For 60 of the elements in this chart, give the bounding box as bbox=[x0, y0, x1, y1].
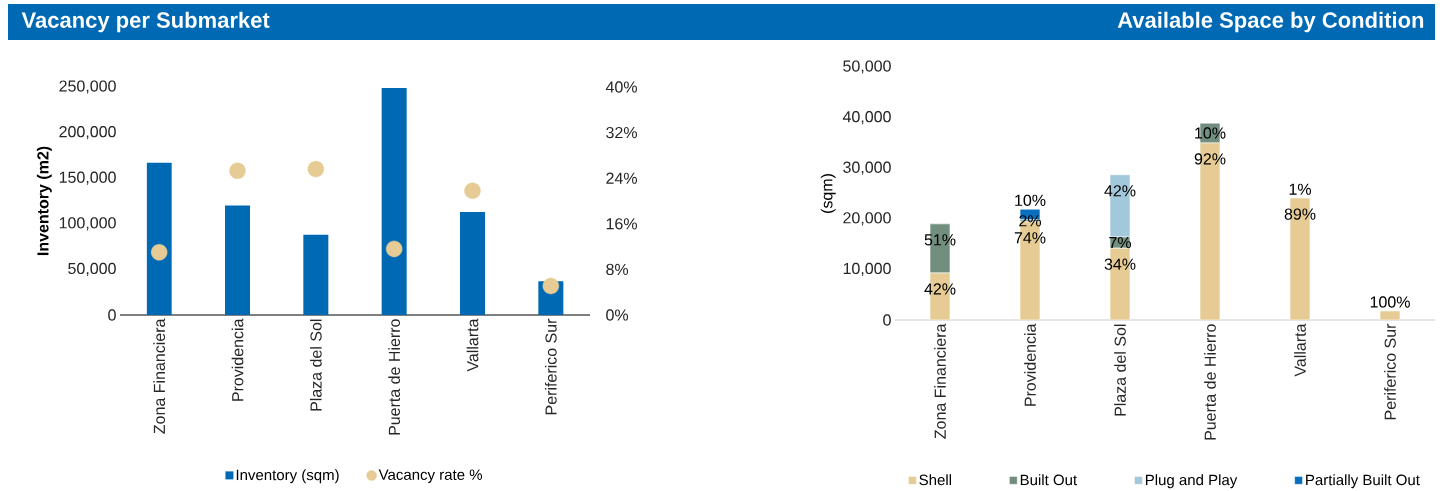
y2-tick-label: 8% bbox=[606, 263, 629, 276]
x-tick-label: Plaza del Sol bbox=[309, 319, 322, 411]
annotation: 10% bbox=[1015, 194, 1046, 206]
x-tick-label: Puerta de Hierro bbox=[1204, 324, 1216, 440]
x-tick-label: Plaza del Sol bbox=[1114, 324, 1126, 416]
point bbox=[229, 162, 246, 179]
annotation: 92% bbox=[1194, 153, 1226, 165]
point bbox=[464, 182, 481, 199]
x-tick-label: Zona Financiera bbox=[153, 318, 166, 434]
point bbox=[385, 240, 403, 258]
legend-label: Partially Built Out bbox=[1306, 474, 1420, 489]
y-tick-label: 100,000 bbox=[59, 217, 116, 231]
y-axis-title: Inventory (m2) bbox=[36, 146, 52, 256]
y2-tick-label: 24% bbox=[606, 172, 637, 184]
annotation: 42% bbox=[924, 283, 956, 295]
annotation: 1% bbox=[1289, 183, 1311, 195]
y-axis-title: (sqm) bbox=[820, 174, 836, 213]
y-tick-label: 150,000 bbox=[59, 171, 116, 185]
annotation: 34% bbox=[1104, 258, 1136, 270]
point bbox=[542, 277, 560, 295]
x-tick-label: Puerta de Hierro bbox=[388, 319, 401, 435]
annotation: 42% bbox=[1104, 185, 1136, 197]
x-tick-label: Providencia bbox=[231, 318, 244, 401]
y2-tick-label: 40% bbox=[605, 81, 637, 93]
y-tick-label: 200,000 bbox=[59, 126, 116, 140]
y2-tick-label: 0% bbox=[606, 309, 629, 321]
legend-label: Inventory (sqm) bbox=[236, 469, 339, 484]
y2-tick-label: 32% bbox=[606, 126, 637, 139]
y2-tick-label: 16% bbox=[606, 218, 637, 230]
y-tick-label: 10,000 bbox=[843, 262, 891, 276]
annotation: 74% bbox=[1014, 232, 1046, 244]
bar bbox=[225, 205, 250, 315]
y-tick-label: 0 bbox=[108, 309, 116, 321]
y-tick-label: 250,000 bbox=[59, 80, 116, 94]
y-tick-label: 40,000 bbox=[842, 111, 891, 125]
bar bbox=[303, 234, 329, 315]
bar bbox=[381, 87, 407, 315]
y-tick-label: 0 bbox=[883, 314, 891, 326]
chart-title: Vacancy per Submarket bbox=[21, 11, 270, 33]
y-tick-label: 20,000 bbox=[843, 212, 891, 226]
point bbox=[307, 160, 325, 178]
x-tick-label: Vallarta bbox=[1294, 323, 1306, 377]
legend-label: Built Out bbox=[1020, 474, 1078, 486]
legend-label: Shell bbox=[919, 474, 951, 486]
chart-title: Available Space by Condition bbox=[1117, 11, 1424, 33]
bar bbox=[460, 211, 485, 315]
x-tick-label: Vallarta bbox=[466, 318, 479, 372]
x-tick-label: Zona Financiera bbox=[934, 323, 946, 439]
x-tick-label: Providencia bbox=[1024, 323, 1036, 406]
point bbox=[150, 244, 168, 261]
y-tick-label: 50,000 bbox=[843, 60, 891, 74]
annotation: 100% bbox=[1370, 296, 1410, 308]
annotation: 89% bbox=[1284, 208, 1316, 220]
x-tick-label: Periferico Sur bbox=[1384, 323, 1396, 420]
legend-label: Vacancy rate % bbox=[378, 469, 483, 483]
y-tick-label: 50,000 bbox=[68, 262, 116, 276]
bar bbox=[146, 162, 172, 315]
x-tick-label: Periferico Sur bbox=[544, 318, 557, 415]
legend-label: Plug and Play bbox=[1145, 474, 1238, 489]
y-tick-label: 30,000 bbox=[843, 161, 891, 175]
